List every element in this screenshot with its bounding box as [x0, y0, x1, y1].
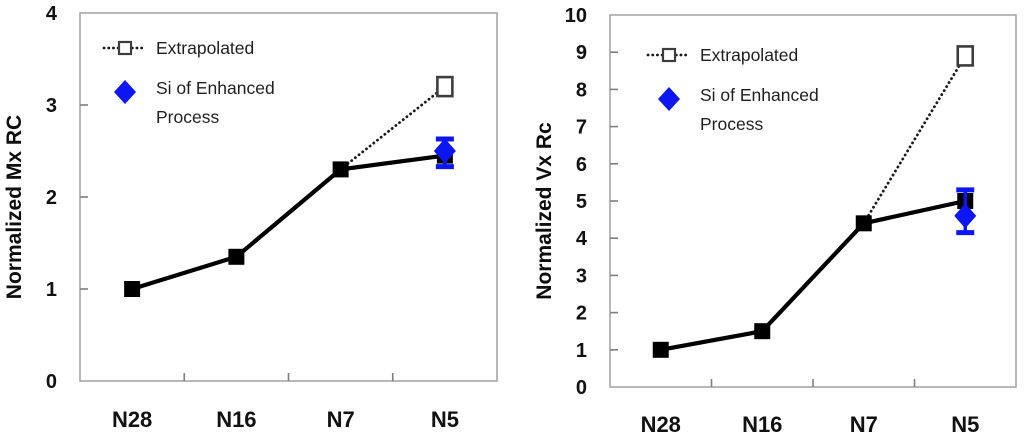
- enhanced-diamond-marker: [433, 138, 456, 164]
- legend-blue-diamond-icon: [114, 80, 136, 104]
- y-tick-label: 0: [576, 377, 587, 399]
- filled-square-marker: [228, 248, 245, 265]
- filled-square-marker: [855, 215, 872, 232]
- normalized-mx-rc-svg: 0 1 2 3 4 N28 N16 N7 N5 Normalized Mx RC Extrapola…: [3, 3, 498, 432]
- y-tick-label: 8: [576, 79, 587, 101]
- y-tick-label: 1: [46, 279, 57, 301]
- chart-normalized-vx-rc: 0 1 2 3 4 5 6 7 8 9 10 N28 N16 N7 N5 Normalized Vx Rc Ex…: [512, 0, 1024, 443]
- x-tick-label: N5: [431, 407, 459, 432]
- filled-square-marker: [754, 323, 771, 340]
- x-tick-label: N7: [850, 412, 878, 437]
- y-tick-label: 1: [576, 340, 587, 362]
- y-tick-label: 10: [565, 5, 587, 27]
- x-axis: N28 N16 N7 N5: [112, 373, 459, 432]
- y-tick-label: 5: [576, 191, 587, 213]
- legend-extrapolated-label: Extrapolated: [700, 45, 798, 65]
- x-axis: N28 N16 N7 N5: [641, 379, 979, 437]
- enhanced-point-group: [954, 187, 977, 236]
- enhanced-diamond-marker: [954, 203, 977, 229]
- y-tick-label: 3: [576, 265, 587, 287]
- filled-square-marker: [124, 281, 141, 297]
- x-tick-label: N7: [327, 407, 355, 432]
- y-tick-label: 7: [576, 117, 587, 139]
- y-tick-label: 3: [46, 95, 57, 117]
- legend-enhanced-label-line-2: Process: [700, 114, 763, 134]
- legend-enhanced-label-line-2: Process: [156, 107, 219, 127]
- y-tick-label: 0: [46, 371, 57, 393]
- solid-series-line: [658, 198, 968, 352]
- y-tick-label: 4: [576, 228, 588, 250]
- legend-blue-diamond-icon: [658, 87, 680, 111]
- extrapolated-dotted-line: [339, 85, 447, 171]
- solid-series-line: [130, 153, 447, 292]
- extrapolated-open-square-marker: [956, 45, 975, 67]
- y-tick-label: 2: [46, 187, 57, 209]
- legend-open-square-icon: [117, 40, 133, 56]
- y-tick-label: 9: [576, 42, 587, 64]
- x-tick-label: N5: [951, 412, 979, 437]
- filled-square-marker: [652, 341, 669, 358]
- x-tick-label: N16: [742, 412, 782, 437]
- legend-open-square-icon: [661, 47, 677, 63]
- y-axis: 0 1 2 3 4: [46, 3, 88, 393]
- legend: Extrapolated Si of Enhanced Process: [102, 38, 275, 127]
- legend-enhanced-label-line-1: Si of Enhanced: [700, 85, 819, 105]
- y-axis-title: Normalized Mx RC: [3, 115, 26, 299]
- legend-enhanced-label-line-1: Si of Enhanced: [156, 78, 275, 98]
- y-axis-title: Normalized Vx Rc: [533, 122, 556, 300]
- enhanced-point-group: [433, 136, 456, 170]
- legend-extrapolated-label: Extrapolated: [156, 38, 254, 58]
- extrapolated-dotted-line: [862, 54, 967, 225]
- y-tick-label: 2: [576, 303, 587, 325]
- plot-border: [79, 12, 498, 382]
- x-tick-label: N16: [216, 407, 256, 432]
- y-tick-label: 4: [46, 3, 58, 25]
- x-tick-label: N28: [641, 412, 681, 437]
- legend: Extrapolated Si of Enhanced Process: [646, 45, 819, 134]
- extrapolated-open-square-marker: [436, 75, 454, 98]
- filled-square-marker: [332, 161, 349, 178]
- y-tick-label: 6: [576, 154, 587, 176]
- chart-normalized-mx-rc: 0 1 2 3 4 N28 N16 N7 N5 Normalized Mx RC Extrapola…: [3, 3, 498, 432]
- normalized-vx-rc-svg: 0 1 2 3 4 5 6 7 8 9 10 N28 N16 N7 N5 Normalized Vx Rc Ex…: [533, 5, 1017, 437]
- x-tick-label: N28: [112, 407, 152, 432]
- y-axis: 0 1 2 3 4 5 6 7 8 9 10: [565, 5, 618, 399]
